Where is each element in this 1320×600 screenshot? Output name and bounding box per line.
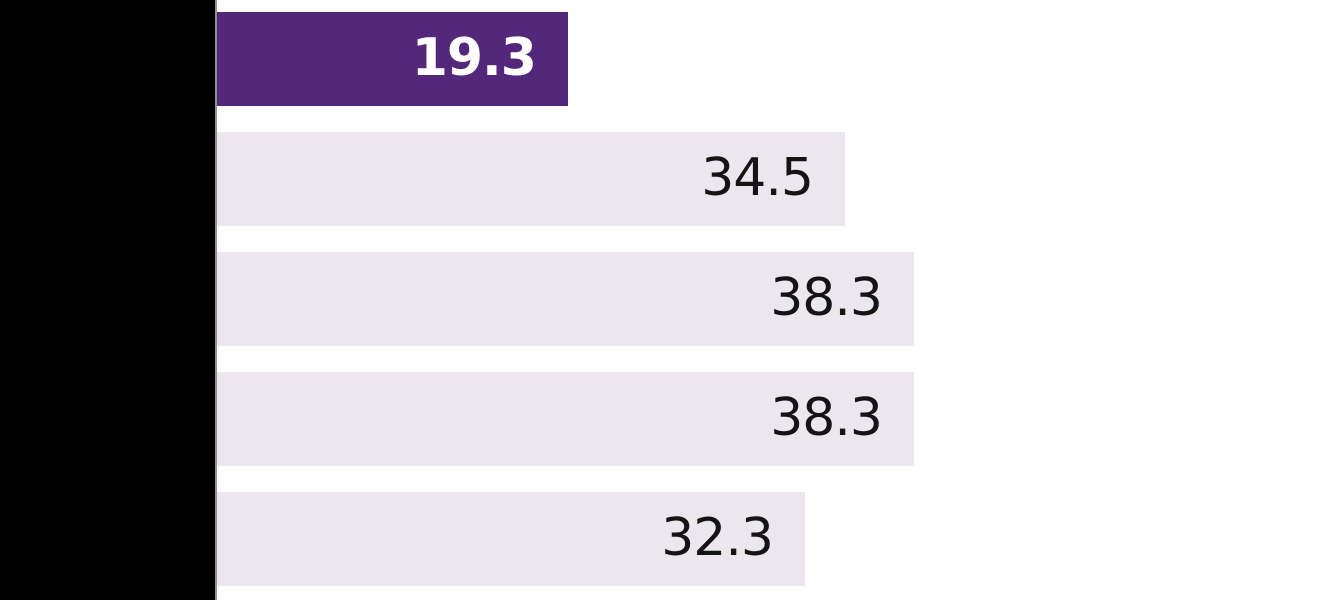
bar: 19.3 [217, 12, 568, 106]
bar-value-label: 38.3 [770, 268, 883, 328]
bar: 32.3 [217, 492, 805, 586]
bar-value-label: 34.5 [701, 148, 814, 208]
bar: 38.3 [217, 252, 914, 346]
y-axis-spine [215, 0, 217, 600]
bar-value-label: 38.3 [770, 388, 883, 448]
redaction-mask [0, 0, 215, 600]
bar: 38.3 [217, 372, 914, 466]
bar: 34.5 [217, 132, 845, 226]
bar-value-label: 32.3 [661, 508, 774, 568]
bar-value-label: 19.3 [411, 28, 537, 88]
